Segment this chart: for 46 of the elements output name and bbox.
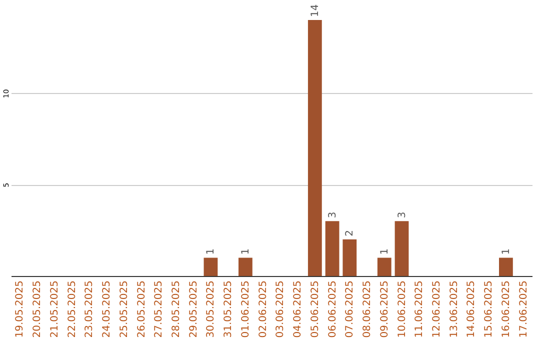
x-tick-label: 01.06.2025 (240, 280, 252, 338)
data-label: 3 (327, 212, 338, 218)
x-tick-label: 24.05.2025 (102, 280, 113, 338)
x-tick-label: 06.06.2025 (327, 280, 338, 338)
x-tick-label: 29.05.2025 (188, 280, 200, 338)
x-tick-label: 22.05.2025 (66, 280, 78, 338)
bar (325, 221, 340, 276)
x-tick-label: 14.06.2025 (466, 280, 478, 338)
x-tick-label: 10.06.2025 (396, 280, 408, 338)
data-label: 14 (310, 4, 321, 17)
x-tick-label: 19.05.2025 (14, 280, 26, 338)
bar (377, 258, 392, 276)
x-tick-label: 28.05.2025 (170, 280, 182, 338)
x-tick-label: 31.05.2025 (223, 280, 234, 338)
bar (204, 258, 218, 276)
data-label: 1 (240, 248, 252, 255)
x-tick-label: 20.05.2025 (32, 280, 44, 338)
x-tick-label: 03.06.2025 (275, 280, 286, 338)
x-tick-label: 02.06.2025 (258, 280, 269, 338)
bar (308, 20, 322, 276)
x-tick-label: 21.05.2025 (49, 280, 60, 338)
bar (342, 239, 357, 276)
x-tick-label: 05.06.2025 (310, 280, 321, 338)
bar (394, 221, 409, 276)
x-tick-label: 27.05.2025 (154, 280, 165, 338)
x-tick-label: 04.06.2025 (292, 280, 304, 338)
x-tick-label: 08.06.2025 (362, 280, 374, 338)
x-tick-label: 11.06.2025 (414, 280, 426, 338)
x-tick-label: 17.06.2025 (518, 280, 530, 338)
data-label: 3 (396, 212, 408, 218)
x-tick-label: 07.06.2025 (344, 280, 356, 338)
x-tick-label: 12.06.2025 (431, 280, 442, 338)
data-label: 1 (500, 248, 512, 255)
x-tick-label: 09.06.2025 (379, 280, 390, 338)
x-tick-label: 15.06.2025 (484, 280, 495, 338)
x-tick-label: 23.05.2025 (84, 280, 96, 338)
data-label: 1 (206, 248, 217, 255)
bar (499, 258, 513, 276)
x-tick-label: 16.06.2025 (500, 280, 512, 338)
bar (238, 258, 252, 276)
data-label: 1 (379, 248, 390, 255)
x-tick-label: 30.05.2025 (206, 280, 217, 338)
data-label: 2 (344, 230, 356, 236)
x-tick-label: 26.05.2025 (136, 280, 148, 338)
x-tick-label: 13.06.2025 (448, 280, 460, 338)
x-tick-label: 25.05.2025 (118, 280, 130, 338)
